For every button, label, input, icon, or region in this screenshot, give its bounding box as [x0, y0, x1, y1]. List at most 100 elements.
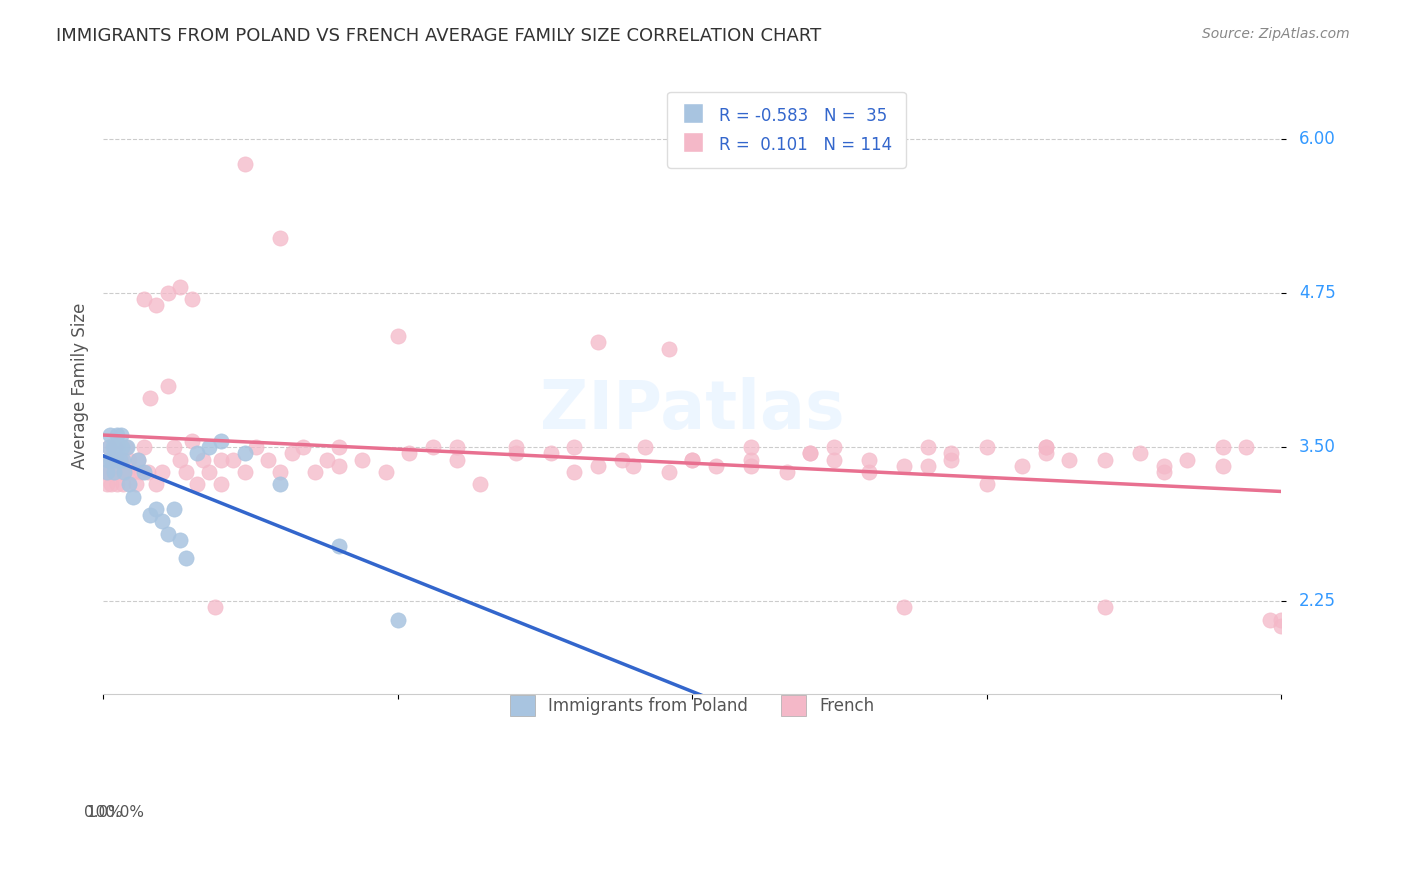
Point	[114, 440, 136, 454]
Point	[704, 458, 727, 473]
Point	[1059, 452, 1081, 467]
Point	[1211, 458, 1233, 473]
Point	[233, 446, 256, 460]
Text: 6.00: 6.00	[1299, 130, 1336, 148]
Point	[163, 501, 186, 516]
Point	[222, 452, 245, 467]
Point	[658, 342, 681, 356]
Point	[139, 508, 162, 522]
Point	[1035, 440, 1057, 454]
Point	[104, 440, 127, 454]
Point	[917, 440, 939, 454]
Point	[100, 452, 122, 467]
Point	[129, 465, 152, 479]
Point	[681, 452, 703, 467]
Point	[103, 465, 125, 479]
Point	[150, 465, 173, 479]
Text: 100.0%: 100.0%	[86, 805, 143, 820]
Point	[387, 613, 409, 627]
Text: 2.25: 2.25	[1299, 592, 1336, 610]
Point	[233, 157, 256, 171]
Point	[280, 446, 302, 460]
Point	[156, 286, 179, 301]
Point	[163, 440, 186, 454]
Point	[180, 293, 202, 307]
Point	[740, 452, 762, 467]
Point	[105, 452, 128, 467]
Point	[112, 452, 135, 467]
Point	[97, 452, 120, 467]
Point	[564, 465, 586, 479]
Point	[470, 477, 492, 491]
Point	[1234, 440, 1257, 454]
Point	[658, 465, 681, 479]
Point	[174, 551, 197, 566]
Point	[98, 428, 121, 442]
Point	[976, 440, 998, 454]
Point	[446, 452, 468, 467]
Point	[101, 440, 124, 454]
Point	[94, 465, 117, 479]
Text: IMMIGRANTS FROM POLAND VS FRENCH AVERAGE FAMILY SIZE CORRELATION CHART: IMMIGRANTS FROM POLAND VS FRENCH AVERAGE…	[56, 27, 821, 45]
Point	[586, 458, 609, 473]
Point	[115, 465, 138, 479]
Point	[1175, 452, 1198, 467]
Point	[740, 440, 762, 454]
Text: Source: ZipAtlas.com: Source: ZipAtlas.com	[1202, 27, 1350, 41]
Point	[1094, 452, 1116, 467]
Point	[387, 329, 409, 343]
Point	[198, 465, 221, 479]
Point	[1035, 440, 1057, 454]
Point	[352, 452, 374, 467]
Point	[292, 440, 315, 454]
Point	[634, 440, 657, 454]
Point	[586, 335, 609, 350]
Point	[134, 465, 156, 479]
Point	[127, 452, 149, 467]
Point	[540, 446, 562, 460]
Point	[198, 440, 221, 454]
Point	[941, 452, 963, 467]
Point	[112, 465, 135, 479]
Point	[97, 452, 120, 467]
Point	[976, 477, 998, 491]
Point	[1270, 619, 1292, 633]
Point	[174, 465, 197, 479]
Point	[740, 458, 762, 473]
Point	[858, 465, 880, 479]
Point	[169, 280, 191, 294]
Point	[621, 458, 644, 473]
Point	[941, 446, 963, 460]
Point	[139, 391, 162, 405]
Y-axis label: Average Family Size: Average Family Size	[72, 302, 89, 469]
Point	[110, 452, 132, 467]
Point	[98, 440, 121, 454]
Point	[823, 440, 845, 454]
Point	[125, 477, 148, 491]
Point	[446, 440, 468, 454]
Point	[1153, 458, 1175, 473]
Legend: Immigrants from Poland, French: Immigrants from Poland, French	[503, 689, 882, 723]
Point	[111, 465, 134, 479]
Point	[209, 452, 232, 467]
Point	[186, 477, 208, 491]
Point	[145, 501, 167, 516]
Point	[156, 378, 179, 392]
Point	[107, 452, 129, 467]
Point	[1153, 465, 1175, 479]
Point	[328, 539, 350, 553]
Point	[169, 452, 191, 467]
Point	[105, 477, 128, 491]
Point	[775, 465, 797, 479]
Point	[105, 428, 128, 442]
Point	[1035, 446, 1057, 460]
Point	[209, 434, 232, 448]
Point	[118, 477, 141, 491]
Point	[180, 434, 202, 448]
Text: 0.0%: 0.0%	[84, 805, 122, 820]
Point	[150, 514, 173, 528]
Point	[799, 446, 821, 460]
Point	[193, 452, 215, 467]
Point	[156, 526, 179, 541]
Point	[374, 465, 396, 479]
